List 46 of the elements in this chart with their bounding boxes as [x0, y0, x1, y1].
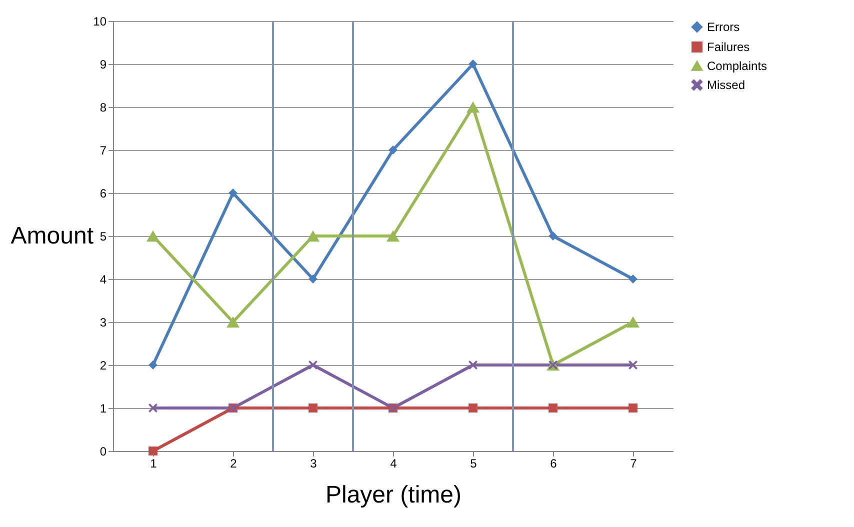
y-axis-title: Amount [10, 222, 94, 250]
x-tick-label: 6 [550, 456, 558, 470]
x-tick-label: 4 [390, 456, 398, 470]
legend-label: Failures [707, 40, 750, 54]
point [148, 446, 158, 456]
y-tick-label: 9 [100, 58, 107, 72]
point [628, 360, 638, 370]
y-tick-label: 2 [100, 358, 107, 372]
y-tick-label: 3 [100, 316, 107, 330]
y-tick-label: 10 [93, 14, 107, 28]
y-tick-label: 7 [100, 144, 107, 158]
x-tick-label: 3 [310, 456, 318, 470]
point [626, 316, 640, 328]
point [466, 101, 480, 113]
point [468, 404, 478, 412]
y-tick-label: 6 [100, 186, 107, 200]
point [308, 404, 318, 412]
point [548, 232, 558, 240]
legend-label: Errors [707, 20, 740, 34]
x-tick-label: 7 [630, 456, 638, 470]
legend-label: Missed [707, 78, 746, 92]
y-tick-label: 1 [100, 402, 107, 416]
x-tick-label: 2 [230, 456, 238, 470]
y-tick-label: 8 [100, 100, 107, 114]
point [468, 360, 478, 370]
point [308, 274, 318, 284]
point [388, 146, 398, 154]
point [628, 404, 638, 412]
point [148, 360, 158, 370]
legend-label: Complaints [707, 59, 768, 73]
point [146, 230, 160, 242]
y-tick-label: 4 [100, 272, 107, 286]
x-tick-label: 1 [150, 456, 158, 470]
point [628, 274, 638, 284]
point [228, 188, 238, 198]
point [148, 404, 158, 412]
point [226, 316, 240, 328]
point [308, 360, 318, 370]
point [386, 230, 400, 242]
y-tick-label: 5 [100, 230, 107, 244]
point [306, 230, 320, 242]
point [548, 404, 558, 412]
y-tick-label: 0 [100, 444, 107, 458]
point [468, 60, 478, 68]
x-axis-title: Player (time) [325, 482, 462, 508]
x-tick-label: 5 [470, 456, 478, 470]
